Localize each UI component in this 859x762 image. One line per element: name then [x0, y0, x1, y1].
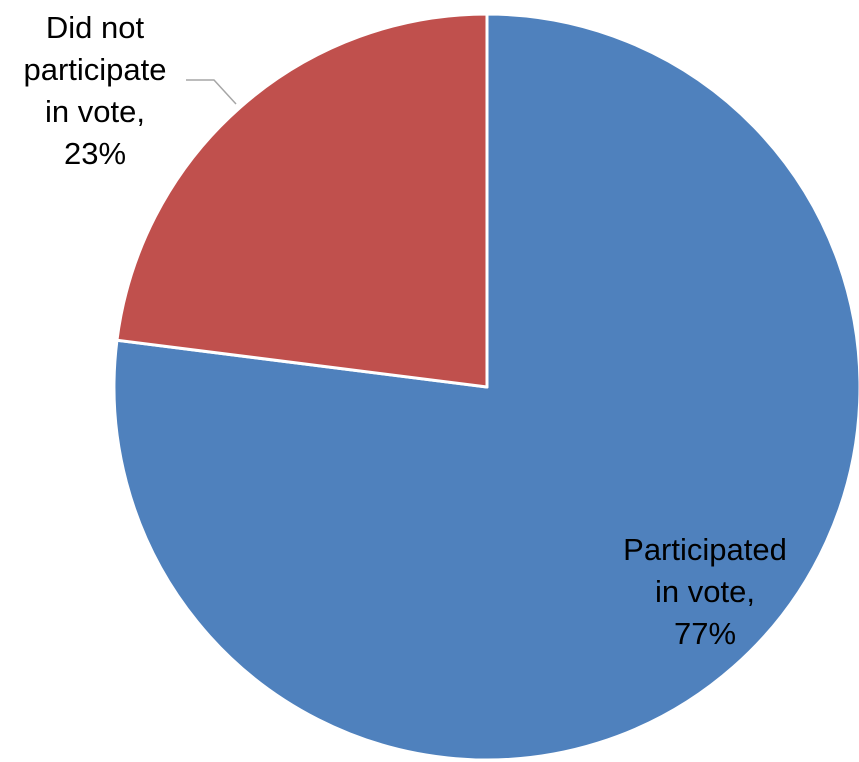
pie-slice-did-not-participate	[115, 12, 489, 389]
slice-label-line: in vote,	[45, 94, 145, 129]
slice-labels: Participated in vote, 77% Did not participat…	[23, 10, 786, 651]
leader-line	[186, 79, 237, 105]
pie-slices	[112, 12, 859, 762]
slice-label-line: Participated	[623, 532, 787, 567]
slice-label-line: participate	[23, 52, 166, 87]
slice-label-line: 23%	[64, 136, 126, 171]
slice-label-did-not-participate: Did not participate in vote, 23%	[23, 10, 166, 171]
slice-label-line: 77%	[674, 616, 736, 651]
slice-label-line: Did not	[46, 10, 145, 45]
slice-label-line: in vote,	[655, 574, 755, 609]
slice-label-participated: Participated in vote, 77%	[623, 532, 787, 651]
